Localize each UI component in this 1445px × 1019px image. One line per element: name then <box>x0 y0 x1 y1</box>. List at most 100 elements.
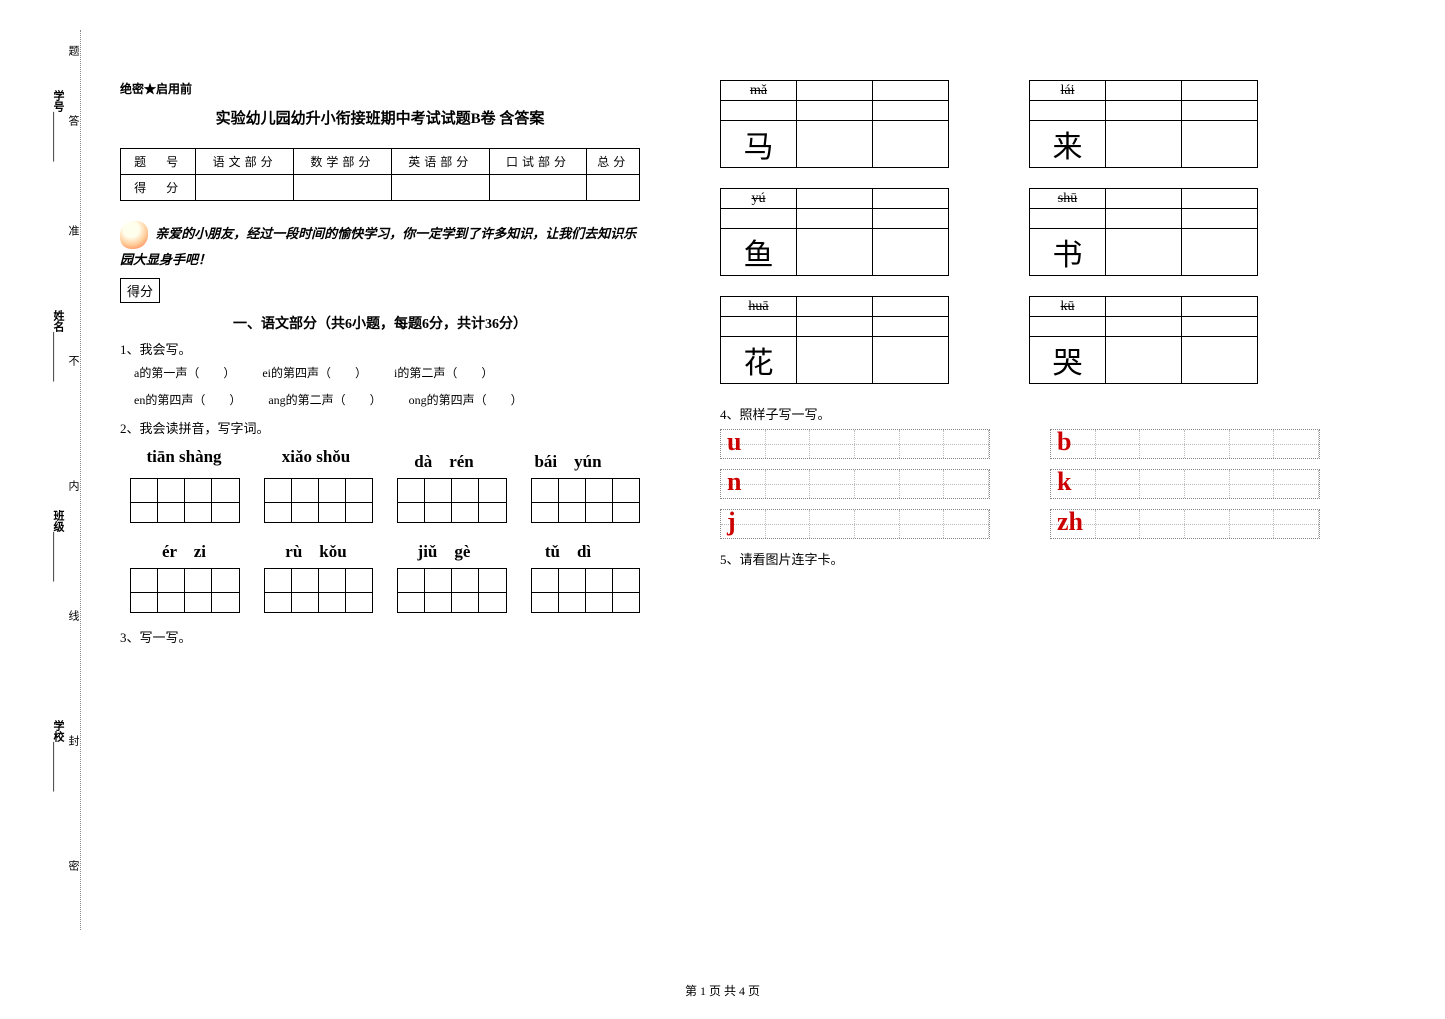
intro-content: 亲爱的小朋友，经过一段时间的愉快学习，你一定学到了许多知识，让我们去知识乐园大显… <box>120 226 636 267</box>
char-pair-row: huā 花 kū 哭 <box>720 296 1340 384</box>
score-value-row: 得 分 <box>121 175 640 201</box>
char-table: shū 书 <box>1029 188 1258 276</box>
side-label-xian: 线 <box>65 610 81 621</box>
side-label-nei: 内 <box>65 480 81 491</box>
side-label-banji: 班级_________ <box>50 510 66 582</box>
q1-item-5: ong的第四声（ ） <box>409 391 523 408</box>
q1-item-0: a的第一声（ ） <box>134 364 235 381</box>
score-header-row: 题 号 语文部分 数学部分 英语部分 口试部分 总分 <box>121 149 640 175</box>
writebox <box>264 478 374 523</box>
q2-pinyin-row1: tiān shàng xiǎo shǒu dà rén bái yún <box>130 447 640 472</box>
q4-label: 4、照样子写一写。 <box>720 404 1340 423</box>
score-row-label: 得 分 <box>121 175 196 201</box>
right-column: mǎ马lái来yú鱼shū书huā花kū哭 4、照样子写一写。 ubnkjzh … <box>720 80 1340 574</box>
hanzi-cell: 哭 <box>1030 337 1106 384</box>
score-col-4: 口试部分 <box>489 149 587 175</box>
trace-grid: k <box>1050 469 1320 499</box>
side-label-ti: 题 <box>65 45 81 56</box>
score-cell-2 <box>293 175 391 201</box>
q1-item-3: en的第四声（ ） <box>134 391 241 408</box>
trace-letter: n <box>727 467 741 497</box>
score-cell-1 <box>196 175 294 201</box>
hanzi-cell: 马 <box>721 121 797 168</box>
trace-letter: zh <box>1057 507 1083 537</box>
trace-row: nk <box>720 469 1340 499</box>
page-footer: 第 1 页 共 4 页 <box>0 982 1445 999</box>
pinyin-cell: shū <box>1030 189 1106 209</box>
q2-label: 2、我会读拼音，写字词。 <box>120 418 640 437</box>
trace-grid: n <box>720 469 990 499</box>
pinyin-cell: huā <box>721 297 797 317</box>
page-title: 实验幼儿园幼升小衔接班期中考试试题B卷 含答案 <box>120 107 640 128</box>
q3-label: 3、写一写。 <box>120 627 640 646</box>
char-pairs: mǎ 马 lái 来 yú鱼 shū 书 huā 花 kū 哭 <box>720 80 1340 384</box>
char-table: lái 来 <box>1029 80 1258 168</box>
q2-p-7: tǔ dì <box>518 537 618 562</box>
writebox <box>397 568 507 613</box>
char-pair-row: mǎ 马 lái 来 <box>720 80 1340 168</box>
trace-letter: k <box>1057 467 1071 497</box>
char-table: kū 哭 <box>1029 296 1258 384</box>
q1-label: 1、我会写。 <box>120 339 640 358</box>
trace-row: ub <box>720 429 1340 459</box>
side-label-bu: 不 <box>65 355 81 366</box>
score-col-0: 题 号 <box>121 149 196 175</box>
score-cell-4 <box>489 175 587 201</box>
trace-grid: zh <box>1050 509 1320 539</box>
score-table: 题 号 语文部分 数学部分 英语部分 口试部分 总分 得 分 <box>120 148 640 201</box>
intro-text: 亲爱的小朋友，经过一段时间的愉快学习，你一定学到了许多知识，让我们去知识乐园大显… <box>120 221 640 268</box>
side-label-da: 答 <box>65 115 81 126</box>
score-col-5: 总分 <box>587 149 640 175</box>
trace-letter: b <box>1057 427 1071 457</box>
trace-letter: u <box>727 427 741 457</box>
char-pair-row: yú鱼 shū 书 <box>720 188 1340 276</box>
q2-p-6: jiǔ gè <box>394 537 494 562</box>
q2-p-2: dà rén <box>394 447 494 472</box>
q2-p-3: bái yún <box>518 447 618 472</box>
side-label-mi: 密 <box>65 860 81 871</box>
q1-item-4: ang的第二声（ ） <box>268 391 381 408</box>
writebox <box>531 478 641 523</box>
side-label-xuexiao: 学校_________ <box>50 720 66 792</box>
q1-item-1: ei的第四声（ ） <box>262 364 367 381</box>
score-col-2: 数学部分 <box>293 149 391 175</box>
writebox <box>264 568 374 613</box>
pinyin-cell: mǎ <box>721 81 797 101</box>
trace-rows: ubnkjzh <box>720 429 1340 539</box>
side-label-feng: 封 <box>65 735 81 746</box>
side-label-zhun: 准 <box>65 225 81 236</box>
writebox <box>130 478 240 523</box>
hanzi-cell: 书 <box>1030 229 1106 276</box>
trace-grid: u <box>720 429 990 459</box>
left-column: 绝密★启用前 实验幼儿园幼升小衔接班期中考试试题B卷 含答案 题 号 语文部分 … <box>120 80 640 652</box>
defen-box: 得分 <box>120 278 160 303</box>
trace-letter: j <box>727 507 736 537</box>
trace-row: j zh <box>720 509 1340 539</box>
q2-p-0: tiān shàng <box>130 447 238 472</box>
q2-p-5: rù kǒu <box>262 537 370 562</box>
q2-box-row2 <box>130 568 640 613</box>
pinyin-cell: kū <box>1030 297 1106 317</box>
q2-p-1: xiǎo shǒu <box>262 447 370 472</box>
writebox <box>130 568 240 613</box>
q5-label: 5、请看图片连字卡。 <box>720 549 1340 568</box>
hanzi-cell: 鱼 <box>721 229 797 276</box>
score-cell-5 <box>587 175 640 201</box>
side-label-xuehao: 学号_________ <box>50 90 66 162</box>
q1-row2: en的第四声（ ） ang的第二声（ ） ong的第四声（ ） <box>134 391 640 408</box>
pinyin-cell: lái <box>1030 81 1106 101</box>
hanzi-cell: 花 <box>721 337 797 384</box>
score-col-1: 语文部分 <box>196 149 294 175</box>
trace-grid: b <box>1050 429 1320 459</box>
char-table: huā 花 <box>720 296 949 384</box>
child-icon <box>120 221 148 249</box>
q2-box-row1 <box>130 478 640 523</box>
section-1-title: 一、语文部分（共6小题，每题6分，共计36分） <box>120 313 640 333</box>
char-table: yú鱼 <box>720 188 949 276</box>
writebox <box>397 478 507 523</box>
secret-label: 绝密★启用前 <box>120 80 640 97</box>
hanzi-cell: 来 <box>1030 121 1106 168</box>
char-table: mǎ 马 <box>720 80 949 168</box>
trace-grid: j <box>720 509 990 539</box>
q1-item-2: i的第二声（ ） <box>394 364 493 381</box>
